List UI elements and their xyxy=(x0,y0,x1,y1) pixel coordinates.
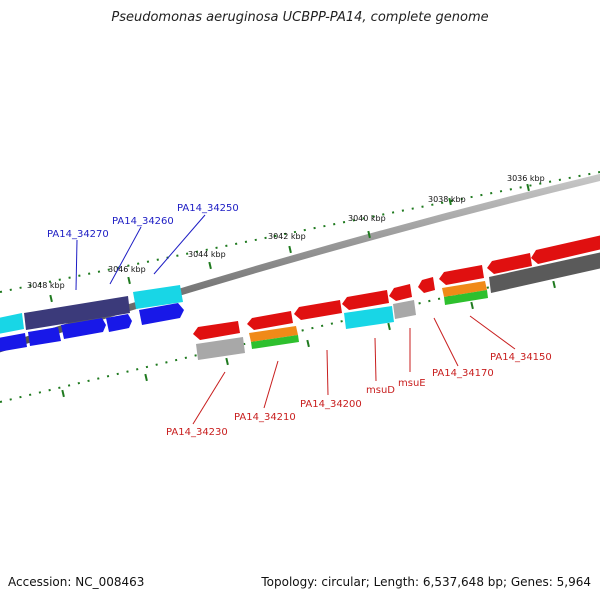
outer-scale-major-tick xyxy=(49,294,53,303)
gene-PA14_34270[interactable] xyxy=(24,296,130,330)
label-leader-line xyxy=(192,371,226,425)
label-leader-line xyxy=(153,214,206,275)
gene-blue[interactable] xyxy=(0,333,27,352)
label-leader-line xyxy=(469,315,516,350)
inner-scale-major-tick xyxy=(387,322,391,331)
scale-label-3038: 3038 kbp xyxy=(428,195,466,204)
gene-dark-gray[interactable] xyxy=(489,252,600,293)
gene-blue[interactable] xyxy=(106,314,132,332)
outer-scale-major-tick xyxy=(127,276,131,285)
scale-label-3040: 3040 kbp xyxy=(348,214,386,223)
lower-gene-labels: PA14_34230 PA14_34210 PA14_34200 msuD ms… xyxy=(166,315,552,438)
inner-scale-major-tick xyxy=(470,301,474,310)
gene-blue[interactable] xyxy=(61,318,106,339)
label-PA14_34200[interactable]: PA14_34200 xyxy=(300,399,362,410)
gene-PA14_34250[interactable] xyxy=(133,285,183,309)
upper-gene-labels: PA14_34270 PA14_34260 PA14_34250 xyxy=(47,203,239,291)
outer-scale xyxy=(0,171,600,303)
gene-PA14_34260[interactable] xyxy=(139,303,184,325)
outer-scale-major-tick xyxy=(208,261,212,270)
scale-label-3044: 3044 kbp xyxy=(188,250,226,259)
label-msuE[interactable]: msuE xyxy=(398,378,426,389)
label-leader-line xyxy=(433,317,459,367)
inner-gene-track xyxy=(193,235,600,360)
gene-PA14_34230[interactable] xyxy=(193,321,240,340)
gene-PA14_34210-band[interactable] xyxy=(251,335,299,349)
label-PA14_34170[interactable]: PA14_34170 xyxy=(432,368,494,379)
outer-scale-major-tick xyxy=(526,183,530,192)
scale-label-3042: 3042 kbp xyxy=(268,232,306,241)
gene-PA14_34200[interactable] xyxy=(294,300,342,320)
gene-red-small[interactable] xyxy=(418,277,435,293)
gene-msuD-cyan[interactable] xyxy=(344,306,394,329)
scale-label-3048: 3048 kbp xyxy=(27,281,65,290)
gene-PA14_34150[interactable] xyxy=(487,253,532,274)
genome-summary-text: Topology: circular; Length: 6,537,648 bp… xyxy=(261,575,591,589)
label-PA14_34210[interactable]: PA14_34210 xyxy=(234,412,296,423)
gene-blue[interactable] xyxy=(28,327,61,346)
inner-scale-major-tick xyxy=(306,339,310,348)
gene-PA14_34170-band[interactable] xyxy=(444,290,488,305)
inner-scale-major-tick xyxy=(144,373,148,382)
inner-scale xyxy=(0,261,600,403)
gene-PA14_34210-band[interactable] xyxy=(249,326,298,342)
outer-scale-major-tick xyxy=(288,245,292,254)
label-leader-line xyxy=(326,349,329,396)
genome-title: Pseudomonas aeruginosa UCBPP-PA14, compl… xyxy=(111,10,489,25)
label-PA14_34150[interactable]: PA14_34150 xyxy=(490,352,552,363)
inner-scale-major-tick xyxy=(552,280,556,289)
gene-msuE-gray[interactable] xyxy=(393,300,416,319)
label-leader-line xyxy=(75,239,78,291)
label-PA14_34260[interactable]: PA14_34260 xyxy=(112,216,174,227)
label-leader-line xyxy=(263,360,279,409)
gene-msuD[interactable] xyxy=(342,290,389,310)
scale-label-3036: 3036 kbp xyxy=(507,174,545,183)
label-PA14_34270[interactable]: PA14_34270 xyxy=(47,229,109,240)
gene-red-long[interactable] xyxy=(531,235,600,264)
gene-PA14_34230-pseudo[interactable] xyxy=(196,337,245,360)
gene-PA14_34170[interactable] xyxy=(439,265,484,285)
inner-scale-major-tick xyxy=(225,357,229,366)
label-leader-line xyxy=(374,337,377,382)
label-leader-line xyxy=(109,226,142,285)
gene-cyan[interactable] xyxy=(0,313,24,334)
inner-scale-major-tick xyxy=(61,389,65,398)
label-msuD[interactable]: msuD xyxy=(366,385,395,396)
gene-PA14_34210[interactable] xyxy=(247,311,293,330)
outer-scale-major-tick xyxy=(448,197,452,206)
accession-text: Accession: NC_008463 xyxy=(8,575,145,589)
outer-scale-major-tick xyxy=(367,230,371,239)
gene-msuE[interactable] xyxy=(389,284,412,301)
scale-label-3046: 3046 kbp xyxy=(108,265,146,274)
label-PA14_34230[interactable]: PA14_34230 xyxy=(166,427,228,438)
gene-PA14_34170-band[interactable] xyxy=(442,281,487,297)
label-PA14_34250[interactable]: PA14_34250 xyxy=(177,203,239,214)
outer-gene-track xyxy=(0,285,184,352)
